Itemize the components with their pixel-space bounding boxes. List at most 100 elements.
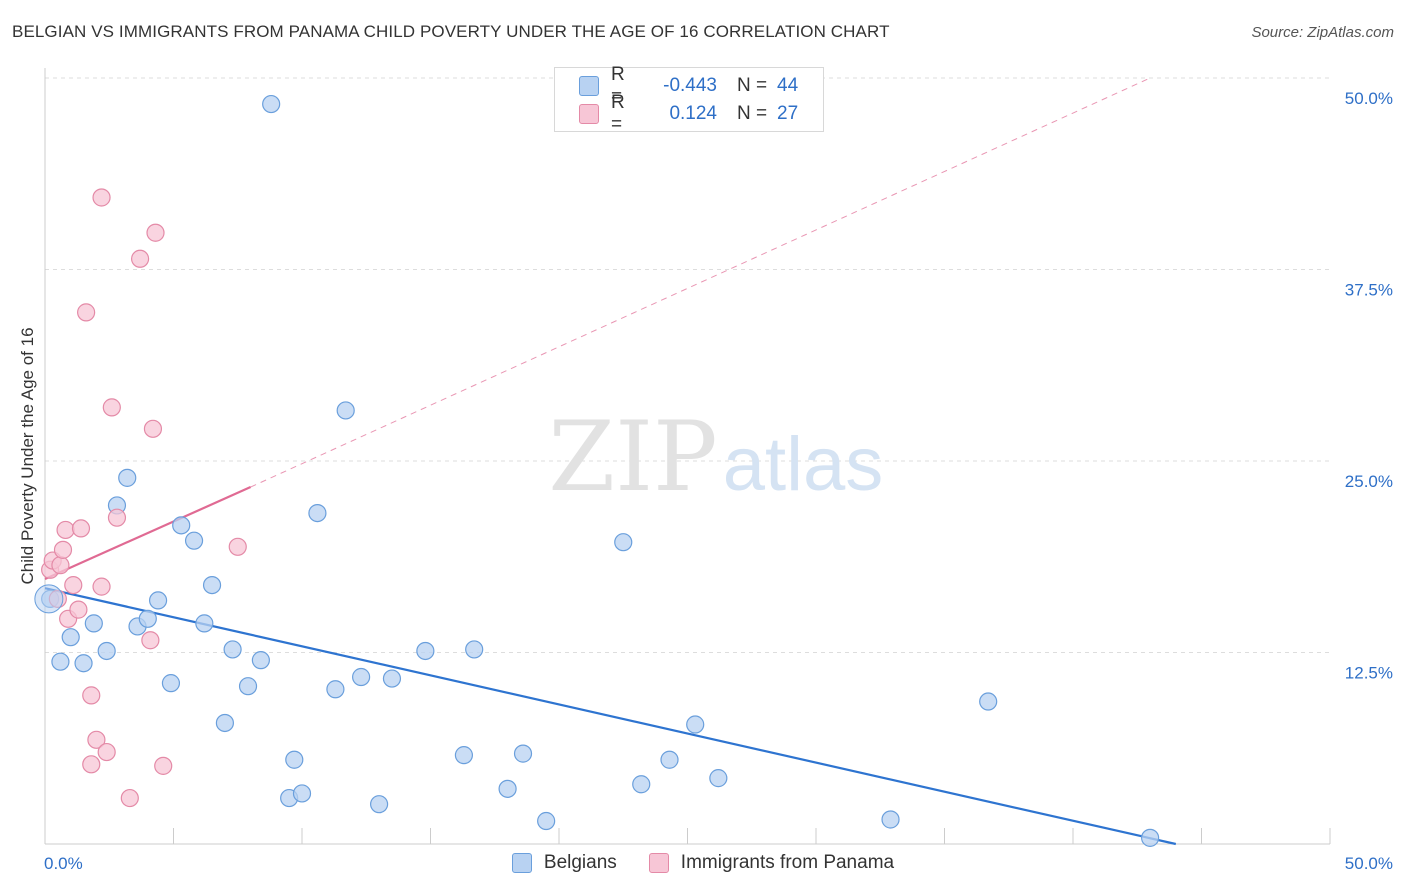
point-belgians-41 xyxy=(881,810,900,829)
point-panama-21 xyxy=(141,631,160,650)
point-panama-13 xyxy=(87,730,106,749)
legend-n-label: N = xyxy=(737,103,768,124)
point-panama-18 xyxy=(107,508,127,527)
legend-label-panama: Immigrants from Panama xyxy=(680,852,895,873)
watermark: ZIP atlas xyxy=(548,401,883,513)
point-panama-14 xyxy=(92,577,111,596)
point-belgians-11 xyxy=(161,674,181,693)
x-tick-label-0: 0.0% xyxy=(44,854,83,873)
point-belgians-24 xyxy=(308,503,327,523)
point-belgians-27 xyxy=(352,667,371,687)
trend-lines xyxy=(44,77,1177,846)
point-belgians-16 xyxy=(215,713,234,733)
y-tick-label-1: 25.0% xyxy=(1345,472,1393,491)
point-belgians-33 xyxy=(498,779,517,798)
point-belgians-5 xyxy=(97,641,116,661)
legend-r-value: -0.443 xyxy=(663,75,717,96)
point-belgians-34 xyxy=(513,744,533,763)
point-belgians-1 xyxy=(51,652,70,671)
point-panama-4 xyxy=(53,540,73,559)
legend-n-value: 44 xyxy=(777,75,799,96)
legend-row-panama: R = 0.124 N = 27 xyxy=(579,92,799,135)
point-panama-7 xyxy=(64,575,83,595)
point-belgians-37 xyxy=(632,775,651,794)
point-panama-3 xyxy=(51,556,70,575)
point-belgians-18 xyxy=(238,677,258,696)
point-panama-8 xyxy=(69,600,88,619)
y-tick-label-0: 12.5% xyxy=(1345,664,1393,683)
point-belgians-28 xyxy=(370,795,389,814)
x-tick-label-1: 50.0% xyxy=(1345,854,1393,873)
watermark-zip: ZIP xyxy=(548,401,717,513)
point-belgians-43 xyxy=(1140,828,1160,847)
point-belgians-25 xyxy=(336,401,355,420)
legend-swatch-blue xyxy=(579,76,599,96)
point-belgians-32 xyxy=(465,640,484,659)
legend-item-belgians[interactable]: Belgians xyxy=(511,852,617,874)
point-panama-23 xyxy=(146,223,165,242)
legend-n-value: 27 xyxy=(777,103,799,124)
stats-legend: R = -0.443 N = 44 R = 0.124 N = 27 xyxy=(554,64,824,135)
point-belgians-cluster xyxy=(34,584,64,614)
point-belgians-36 xyxy=(614,533,633,552)
tick-labels: 12.5% 25.0% 37.5% 50.0% 0.0% 50.0% xyxy=(44,89,1393,873)
data-points xyxy=(34,94,1160,847)
legend-row-belgians: R = -0.443 N = 44 xyxy=(579,64,799,107)
point-panama-24 xyxy=(154,756,173,775)
point-panama-25 xyxy=(228,537,247,556)
point-panama-12 xyxy=(82,686,101,705)
trend-line-belgians xyxy=(44,587,1177,846)
point-panama-9 xyxy=(71,519,91,538)
legend-item-panama[interactable]: Immigrants from Panama xyxy=(648,852,895,874)
point-belgians-7 xyxy=(118,468,137,487)
legend-swatch-blue xyxy=(511,853,532,873)
point-belgians-19 xyxy=(251,651,270,670)
watermark-atlas: atlas xyxy=(723,422,884,507)
series-legend: Belgians Immigrants from Panama xyxy=(0,852,1406,874)
point-panama-15 xyxy=(92,188,111,207)
legend-r-value: 0.124 xyxy=(669,103,717,124)
grid-lines xyxy=(45,77,1330,653)
point-belgians-17 xyxy=(223,640,242,659)
legend-n-label: N = xyxy=(737,75,768,96)
legend-r-label: R = xyxy=(611,64,625,107)
point-belgians-2 xyxy=(61,628,80,647)
point-belgians-23 xyxy=(292,784,312,803)
point-belgians-31 xyxy=(454,746,474,765)
legend-r-label: R = xyxy=(611,92,625,135)
point-belgians-20 xyxy=(262,94,281,114)
point-belgians-14 xyxy=(195,614,214,633)
point-panama-20 xyxy=(130,249,150,268)
point-panama-5 xyxy=(56,520,75,540)
point-panama-10 xyxy=(77,303,96,322)
point-belgians-42 xyxy=(979,692,998,711)
point-belgians-13 xyxy=(184,531,204,550)
point-panama-16 xyxy=(97,742,116,762)
y-tick-label-2: 37.5% xyxy=(1345,281,1393,300)
point-belgians-35 xyxy=(537,811,556,831)
point-belgians-4 xyxy=(84,614,103,633)
point-belgians-22 xyxy=(285,750,304,769)
point-panama-19 xyxy=(120,788,139,808)
point-panama-22 xyxy=(143,419,163,438)
legend-label-belgians: Belgians xyxy=(543,852,617,873)
y-tick-label-3: 50.0% xyxy=(1345,89,1393,108)
point-belgians-26 xyxy=(326,680,345,699)
point-belgians-40 xyxy=(709,769,728,788)
point-panama-11 xyxy=(82,755,101,774)
point-belgians-9 xyxy=(138,609,157,628)
legend-swatch-pink xyxy=(579,104,599,124)
point-belgians-39 xyxy=(686,715,705,734)
point-belgians-38 xyxy=(660,750,679,769)
point-belgians-12 xyxy=(172,516,191,535)
point-belgians-15 xyxy=(202,575,222,595)
legend-swatch-pink xyxy=(648,853,669,873)
point-belgians-29 xyxy=(382,669,402,688)
axes xyxy=(44,68,1331,845)
point-belgians-3 xyxy=(74,654,93,673)
point-belgians-30 xyxy=(416,641,435,661)
chart-source: Source: ZipAtlas.com xyxy=(1251,24,1394,41)
trend-line-panama xyxy=(44,486,252,580)
point-belgians-10 xyxy=(148,591,168,610)
